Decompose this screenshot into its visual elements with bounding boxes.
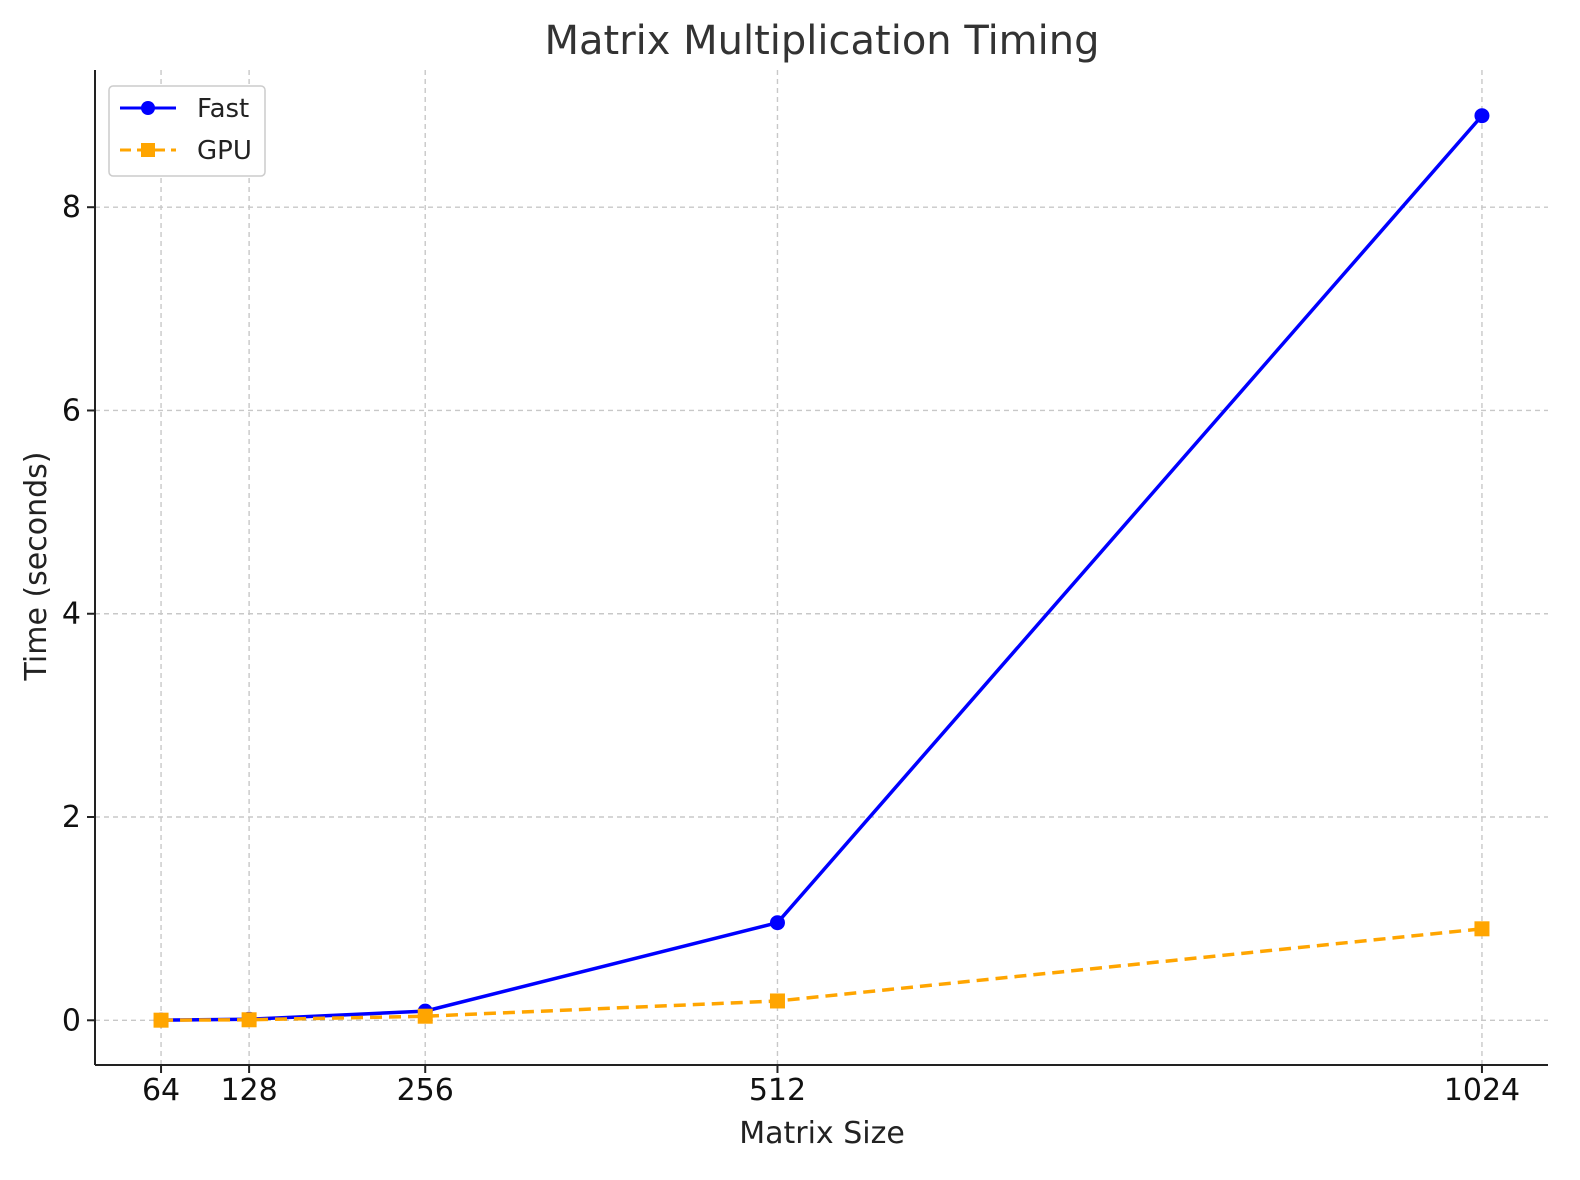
grid <box>95 70 1548 1065</box>
data-point-gpu <box>153 1012 169 1028</box>
y-tick-label: 8 <box>62 190 81 225</box>
series-layer <box>153 108 1490 1028</box>
data-point-fast <box>1474 108 1490 124</box>
legend-label-fast: Fast <box>197 94 249 124</box>
data-point-gpu <box>417 1008 433 1024</box>
legend-entry-fast: Fast <box>120 94 249 124</box>
y-tick-label: 6 <box>62 393 81 428</box>
legend: Fast GPU <box>108 85 266 177</box>
series-gpu <box>153 921 1490 1028</box>
y-tick-label: 4 <box>62 597 81 632</box>
data-point-gpu <box>1474 921 1490 937</box>
axes <box>87 70 1548 1073</box>
legend-label-gpu: GPU <box>197 136 252 166</box>
data-point-gpu <box>241 1012 257 1028</box>
tick-labels: 64 128 256 512 1024 0 2 4 6 8 <box>62 190 1520 1108</box>
x-axis-label: Matrix Size <box>739 1116 905 1151</box>
chart-title: Matrix Multiplication Timing <box>544 18 1099 64</box>
x-tick-label: 128 <box>220 1073 277 1108</box>
legend-marker-fast <box>141 101 155 115</box>
legend-marker-gpu <box>141 143 155 157</box>
x-tick-label: 256 <box>397 1073 454 1108</box>
x-tick-label: 64 <box>142 1073 180 1108</box>
series-fast <box>153 108 1490 1028</box>
series-line-fast <box>161 114 1484 1022</box>
y-tick-label: 2 <box>62 800 81 835</box>
x-tick-label: 1024 <box>1444 1073 1520 1108</box>
legend-entry-gpu: GPU <box>120 136 252 166</box>
y-axis-label: Time (seconds) <box>19 452 54 682</box>
x-tick-label: 512 <box>749 1073 806 1108</box>
series-line-gpu <box>161 927 1483 1022</box>
data-point-gpu <box>769 993 785 1009</box>
data-point-fast <box>769 915 785 931</box>
y-tick-label: 0 <box>62 1003 81 1038</box>
